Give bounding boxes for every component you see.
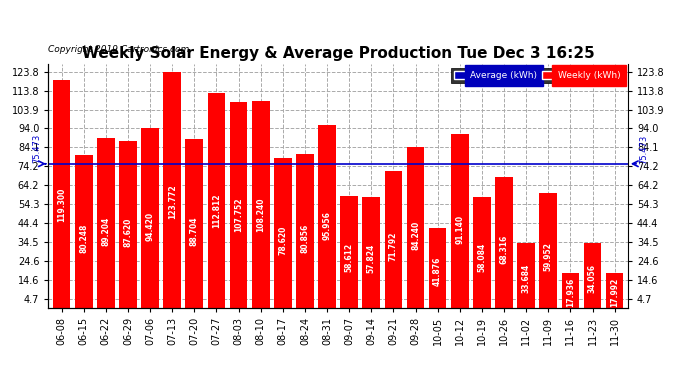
Bar bbox=[208, 93, 225, 308]
Text: 91.140: 91.140 bbox=[455, 215, 464, 244]
Bar bbox=[540, 194, 557, 308]
Bar bbox=[362, 197, 380, 308]
Bar bbox=[52, 80, 70, 308]
Text: 80.856: 80.856 bbox=[300, 224, 309, 253]
Bar bbox=[75, 154, 92, 308]
Bar bbox=[606, 273, 624, 308]
Text: 123.772: 123.772 bbox=[168, 184, 177, 219]
Text: 108.240: 108.240 bbox=[256, 198, 265, 232]
Text: 80.248: 80.248 bbox=[79, 224, 88, 254]
Bar bbox=[518, 243, 535, 308]
Text: 78.620: 78.620 bbox=[278, 225, 287, 255]
Title: Weekly Solar Energy & Average Production Tue Dec 3 16:25: Weekly Solar Energy & Average Production… bbox=[81, 46, 595, 61]
Text: 87.620: 87.620 bbox=[124, 218, 132, 247]
Bar bbox=[296, 153, 314, 308]
Bar bbox=[473, 197, 491, 308]
Bar bbox=[97, 138, 115, 308]
Bar bbox=[451, 134, 469, 308]
Text: 33.684: 33.684 bbox=[522, 264, 531, 293]
Bar bbox=[141, 128, 159, 308]
Text: 17.936: 17.936 bbox=[566, 278, 575, 307]
Text: 94.420: 94.420 bbox=[146, 212, 155, 241]
Text: 58.612: 58.612 bbox=[345, 243, 354, 272]
Bar bbox=[230, 102, 248, 308]
Bar bbox=[318, 125, 336, 308]
Text: 34.056: 34.056 bbox=[588, 264, 597, 293]
Bar bbox=[406, 147, 424, 308]
Text: 75.473: 75.473 bbox=[32, 134, 41, 163]
Text: 107.752: 107.752 bbox=[234, 198, 243, 232]
Text: 84.240: 84.240 bbox=[411, 220, 420, 250]
Text: 58.084: 58.084 bbox=[477, 243, 486, 272]
Bar bbox=[428, 228, 446, 308]
Bar bbox=[340, 196, 358, 308]
Text: 112.812: 112.812 bbox=[212, 194, 221, 228]
Bar bbox=[584, 243, 602, 308]
Text: 95.956: 95.956 bbox=[322, 211, 331, 240]
Text: 88.704: 88.704 bbox=[190, 217, 199, 246]
Text: Copyright 2019 Cartronics.com: Copyright 2019 Cartronics.com bbox=[48, 45, 190, 54]
Text: 59.952: 59.952 bbox=[544, 242, 553, 271]
Text: 68.316: 68.316 bbox=[500, 234, 509, 264]
Text: 89.204: 89.204 bbox=[101, 216, 110, 246]
Bar bbox=[186, 139, 203, 308]
Bar bbox=[495, 177, 513, 308]
Text: 17.992: 17.992 bbox=[610, 278, 619, 307]
Text: 57.824: 57.824 bbox=[367, 243, 376, 273]
Bar bbox=[164, 72, 181, 308]
Bar bbox=[274, 158, 292, 308]
Bar bbox=[252, 101, 270, 308]
Text: 71.792: 71.792 bbox=[389, 231, 398, 261]
Legend: Average (kWh), Weekly (kWh): Average (kWh), Weekly (kWh) bbox=[451, 68, 623, 82]
Bar bbox=[119, 141, 137, 308]
Bar bbox=[384, 171, 402, 308]
Text: 119.300: 119.300 bbox=[57, 188, 66, 222]
Bar bbox=[562, 273, 579, 308]
Text: 75.473: 75.473 bbox=[640, 135, 649, 164]
Text: 41.876: 41.876 bbox=[433, 257, 442, 286]
